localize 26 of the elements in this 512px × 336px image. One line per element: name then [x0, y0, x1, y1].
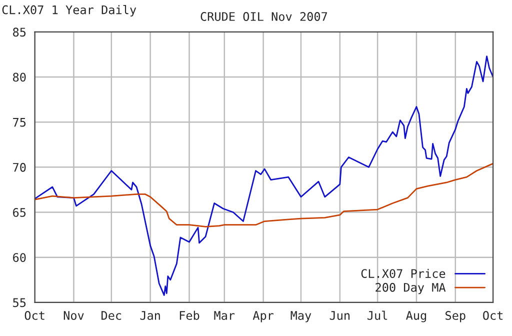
- y-tick-label: 85: [13, 28, 26, 37]
- x-tick-label: Mar: [214, 311, 235, 320]
- x-tick-label: Nov: [64, 311, 84, 320]
- line-series: [34, 162, 494, 228]
- x-tick-label: Oct: [24, 311, 44, 320]
- x-tick-label: Jul: [368, 310, 388, 320]
- y-tick-label: 55: [13, 298, 26, 308]
- x-tick-label: Sep: [446, 311, 466, 322]
- x-tick-label: Dec: [102, 311, 122, 320]
- line-series: [34, 56, 494, 296]
- x-tick-label: Oct: [483, 311, 503, 320]
- x-tick-label: Apr: [252, 311, 274, 322]
- y-tick-label: 75: [13, 118, 26, 127]
- y-tick-label: 70: [13, 162, 26, 172]
- text: CL.X07 1 Year Daily: [2, 5, 136, 17]
- y-tick-label: 65: [13, 208, 26, 217]
- legend-label: CL.X07 Price: [361, 268, 446, 278]
- legend-label: 200 Day MA: [376, 282, 446, 294]
- x-tick-label: Aug: [406, 311, 426, 322]
- x-tick-label: Feb: [180, 310, 200, 320]
- x-tick-label: May: [290, 311, 312, 322]
- chart-title: CRUDE OIL Nov 2007: [200, 12, 328, 21]
- y-tick-label: 60: [13, 253, 26, 262]
- x-tick-label: Jan: [140, 311, 160, 320]
- x-tick-label: Jun: [330, 311, 350, 320]
- y-tick-label: 80: [13, 72, 26, 82]
